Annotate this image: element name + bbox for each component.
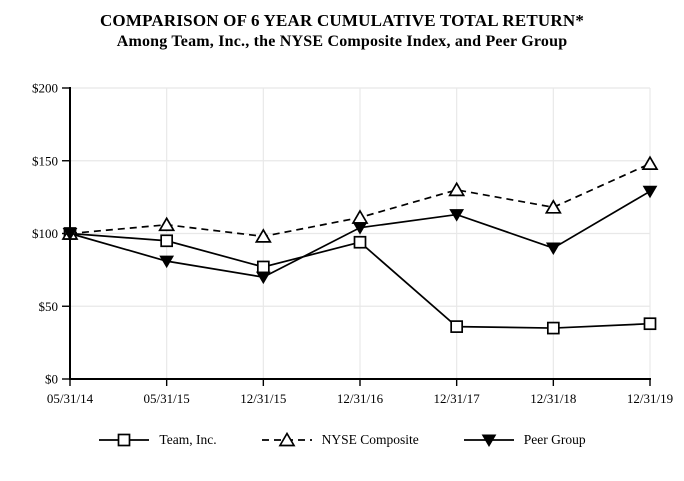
legend-label-nyse-composite: NYSE Composite xyxy=(321,432,419,447)
legend-item-nyse-composite: NYSE Composite xyxy=(261,431,419,449)
marker-peer-group-12-31-15 xyxy=(255,271,271,285)
legend-item-team-inc: Team, Inc. xyxy=(98,431,217,449)
legend-marker-team-inc xyxy=(118,433,131,447)
marker-nyse-composite-12-31-18 xyxy=(544,199,562,214)
series-markers-peer-group xyxy=(62,185,658,285)
marker-nyse-composite-12-31-17 xyxy=(448,181,466,197)
chart-title: COMPARISON OF 6 YEAR CUMULATIVE TOTAL RE… xyxy=(99,11,585,30)
y-tick-label-0: $0 xyxy=(45,372,58,387)
marker-team-inc-05-31-15 xyxy=(160,234,174,248)
marker-peer-group-05-31-15 xyxy=(159,255,175,269)
marker-peer-group-12-31-17 xyxy=(449,209,465,222)
cumulative-total-return-line-chart: $0 $50 $100 $150 $200 05/31/14 05/31/15 12/31/1… xyxy=(32,81,673,407)
legend-label-team-inc: Team, Inc. xyxy=(159,432,217,447)
marker-team-inc-12-31-15 xyxy=(256,260,270,274)
marker-nyse-composite-05-31-15 xyxy=(158,216,176,232)
legend-item-peer-group: Peer Group xyxy=(463,431,586,449)
x-axis-ticks-and-labels: 05/31/14 05/31/15 12/31/15 12/31/16 12/31/17… xyxy=(47,379,673,406)
series-markers-nyse-composite xyxy=(61,155,659,243)
marker-peer-group-12-31-16 xyxy=(352,222,368,235)
y-tick-label-200: $200 xyxy=(32,81,58,96)
chart-title-block: COMPARISON OF 6 YEAR CUMULATIVE TOTAL RE… xyxy=(0,10,684,52)
x-tick-label-12-31-17: 12/31/17 xyxy=(434,391,481,406)
marker-peer-group-05-31-14 xyxy=(62,228,78,241)
marker-team-inc-12-31-19 xyxy=(643,317,657,331)
peer-group-triangle-down-marker-icon xyxy=(463,434,514,447)
marker-nyse-composite-12-31-16 xyxy=(351,209,369,224)
marker-nyse-composite-12-31-19 xyxy=(641,155,659,171)
chart-subtitle: Among Team, Inc., the NYSE Composite Ind… xyxy=(116,33,568,51)
legend-label-peer-group: Peer Group xyxy=(523,432,586,447)
marker-peer-group-12-31-19 xyxy=(642,185,658,199)
legend-marker-peer-group xyxy=(481,434,497,447)
x-tick-label-12-31-15: 12/31/15 xyxy=(240,391,286,406)
legend-marker-nyse-composite xyxy=(278,431,296,447)
y-tick-label-150: $150 xyxy=(32,153,58,168)
y-tick-label-100: $100 xyxy=(32,226,58,241)
x-tick-label-05-31-15: 05/31/15 xyxy=(144,391,190,406)
chart-legend: Team, Inc. NYSE Composite Peer Group xyxy=(0,431,684,449)
y-axis-ticks-and-labels: $0 $50 $100 $150 $200 xyxy=(32,81,70,387)
x-tick-label-05-31-14: 05/31/14 xyxy=(47,391,94,406)
marker-peer-group-12-31-18 xyxy=(545,242,561,256)
y-tick-label-50: $50 xyxy=(39,299,59,314)
marker-team-inc-12-31-17 xyxy=(450,320,464,333)
team-inc-square-marker-icon xyxy=(99,433,150,447)
marker-nyse-composite-12-31-15 xyxy=(254,228,272,243)
nyse-composite-triangle-marker-icon xyxy=(261,431,312,447)
marker-team-inc-12-31-16 xyxy=(353,235,367,249)
marker-team-inc-12-31-18 xyxy=(546,321,560,335)
x-tick-label-12-31-16: 12/31/16 xyxy=(337,391,384,406)
x-tick-label-12-31-18: 12/31/18 xyxy=(530,391,576,406)
x-tick-label-12-31-19: 12/31/19 xyxy=(627,391,673,406)
